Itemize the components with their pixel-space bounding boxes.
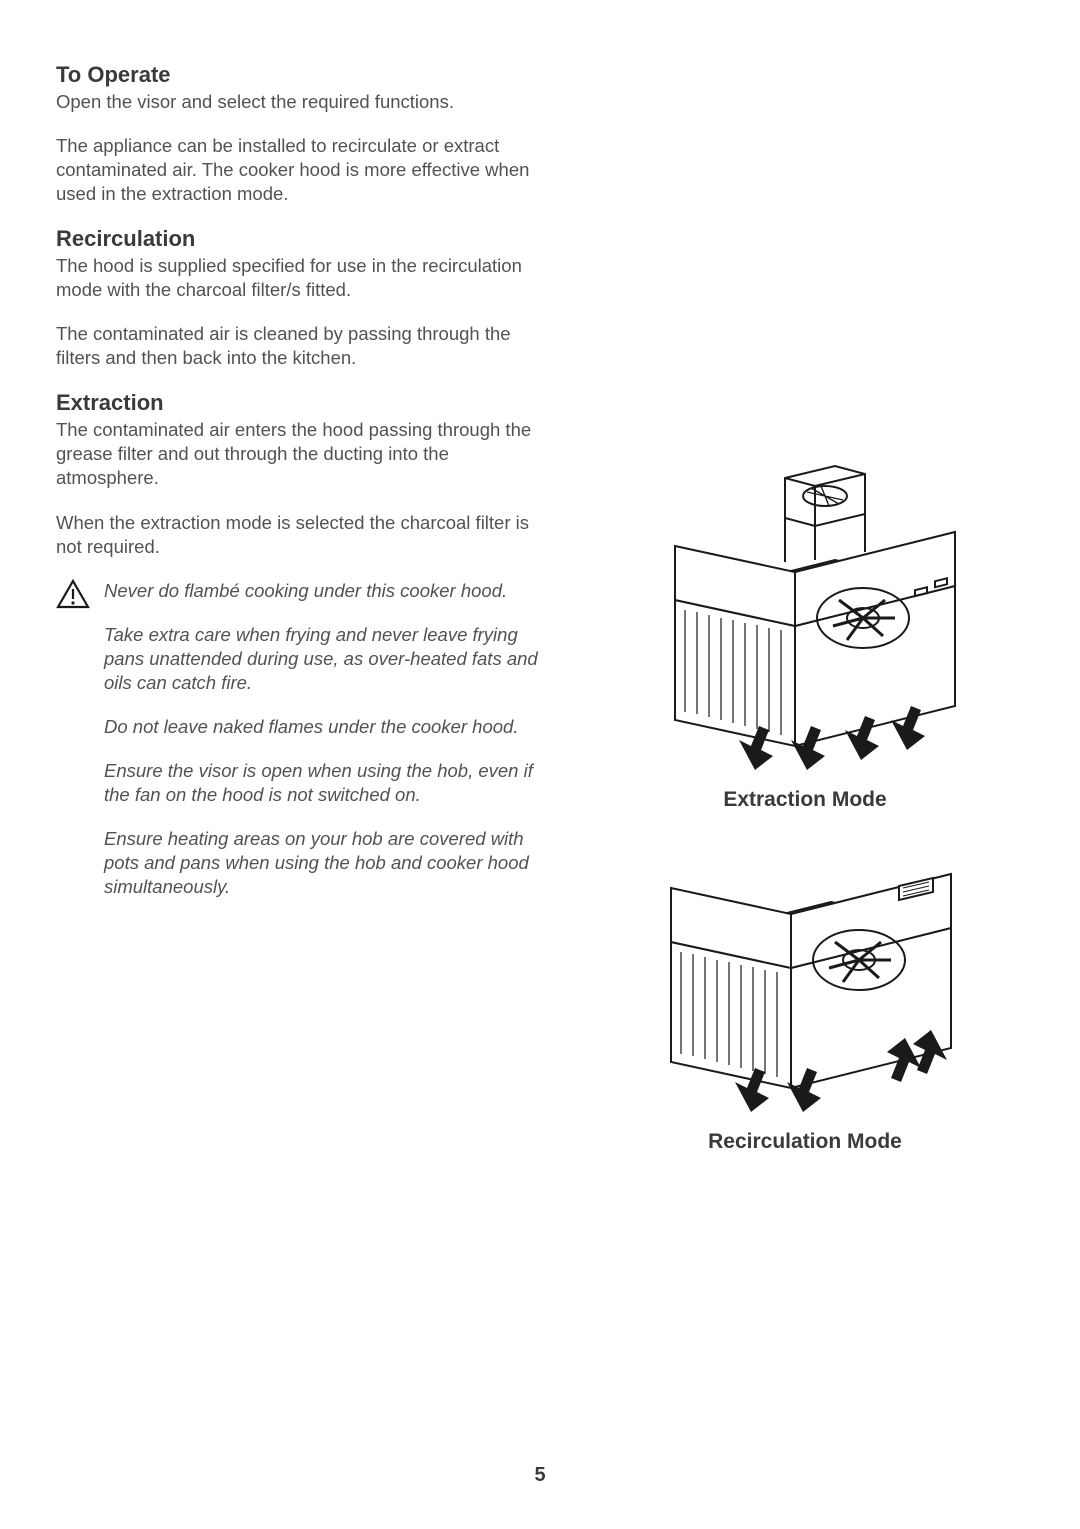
warning-icon [56, 579, 92, 919]
warning-text: Never do flambé cooking under this cooke… [104, 579, 546, 919]
para-operate-2: The appliance can be installed to recirc… [56, 134, 546, 206]
para-recirc-2: The contaminated air is cleaned by passi… [56, 322, 546, 370]
page-number: 5 [0, 1464, 1080, 1487]
extraction-diagram [635, 460, 975, 780]
caption-extraction: Extraction Mode [586, 788, 1024, 812]
warning-1: Never do flambé cooking under this cooke… [104, 579, 546, 603]
figure-recirculation: Recirculation Mode [586, 832, 1024, 1154]
section-operate: To Operate Open the visor and select the… [56, 62, 546, 206]
warning-2: Take extra care when frying and never le… [104, 623, 546, 695]
warning-5: Ensure heating areas on your hob are cov… [104, 827, 546, 899]
para-recirc-1: The hood is supplied specified for use i… [56, 254, 546, 302]
recirculation-diagram [635, 832, 975, 1122]
heading-recirculation: Recirculation [56, 226, 546, 252]
warning-4: Ensure the visor is open when using the … [104, 759, 546, 807]
caption-recirculation: Recirculation Mode [586, 1130, 1024, 1154]
para-operate-1: Open the visor and select the required f… [56, 90, 546, 114]
heading-operate: To Operate [56, 62, 546, 88]
heading-extraction: Extraction [56, 390, 546, 416]
section-extraction: Extraction The contaminated air enters t… [56, 390, 546, 558]
warning-3: Do not leave naked flames under the cook… [104, 715, 546, 739]
section-recirculation: Recirculation The hood is supplied speci… [56, 226, 546, 370]
para-extract-2: When the extraction mode is selected the… [56, 511, 546, 559]
figure-extraction: Extraction Mode [586, 460, 1024, 812]
para-extract-1: The contaminated air enters the hood pas… [56, 418, 546, 490]
warning-block: Never do flambé cooking under this cooke… [56, 579, 546, 919]
